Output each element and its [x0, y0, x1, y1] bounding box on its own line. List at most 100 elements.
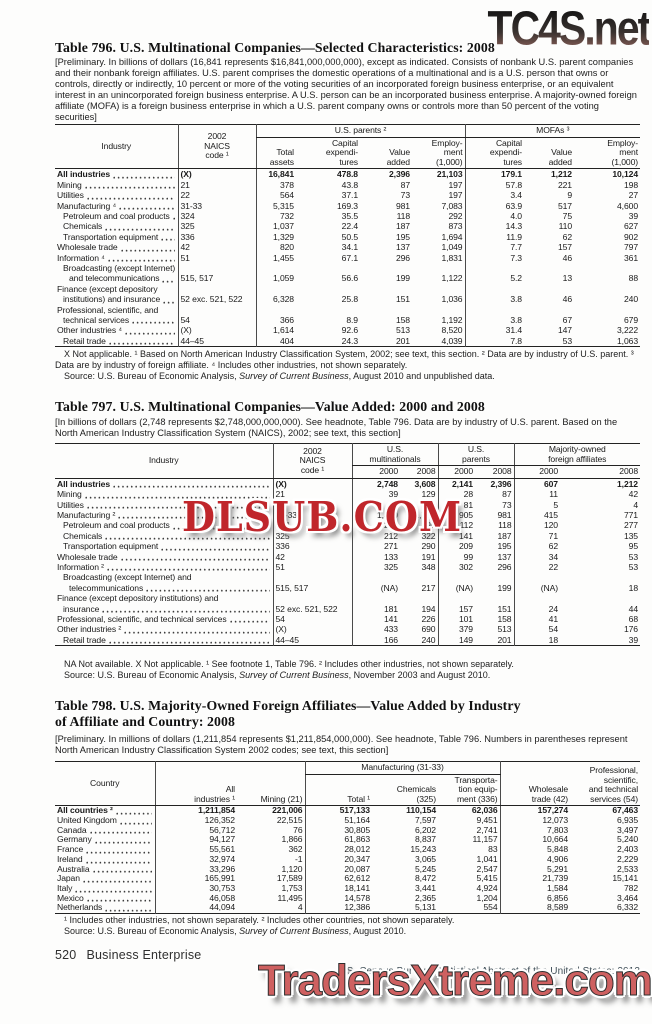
cell-value: 433: [351, 624, 400, 635]
cell-value: 149: [437, 634, 475, 646]
cell-value: 77: [426, 499, 436, 510]
table-row: Broadcasting (except Internet) and teleco…: [55, 572, 640, 594]
cell-value: 62,036: [471, 805, 498, 816]
naics-code: 21: [272, 489, 352, 500]
cell-value: 1,036: [441, 294, 463, 305]
cell-value: 22,515: [276, 815, 303, 826]
table-797-headnote: [In billions of dollars (2,748 represent…: [55, 417, 618, 438]
cell-value: 348: [421, 562, 436, 573]
cell-value: 905: [437, 510, 475, 521]
table-row: Manufacturing ⁴ 31-33 5,315 169.3 981 7,083 63…: [55, 200, 640, 211]
naics-code: (X): [272, 624, 352, 635]
col-header-professional-services: Professional, scientific, and technical …: [570, 761, 641, 807]
row-label: Retail trade: [55, 635, 273, 646]
naics-code: 54: [272, 614, 352, 625]
leader-dots: [105, 909, 152, 913]
cell-value: 3,222: [617, 325, 639, 336]
cell-value: 22.4: [341, 221, 358, 232]
cell-value: 517,133: [304, 805, 372, 817]
cell-value: 158: [395, 315, 410, 326]
col-header-capital-expenditures: Capital expendi- tures: [296, 137, 360, 170]
row-label: Other industries ⁴: [55, 325, 178, 335]
cell-value: 87: [502, 489, 512, 500]
naics-code: 54: [177, 304, 256, 326]
col-header-naics: 2002 NAICS code ¹: [177, 124, 256, 170]
cell-value: 51,164: [304, 815, 372, 826]
leader-dots: [113, 485, 270, 489]
cell-value: 217: [421, 582, 436, 593]
col-header-naics: 2002 NAICS code ¹: [272, 443, 352, 479]
cell-value: 1,120: [281, 863, 303, 874]
cell-value: 157: [557, 242, 572, 253]
cell-value: 1,192: [441, 315, 463, 326]
cell-value: 86: [351, 499, 400, 510]
row-label: United Kingdom: [55, 816, 155, 826]
cell-value: 732: [255, 211, 296, 222]
cell-value: 118: [498, 520, 512, 531]
cell-value: 8,837: [414, 834, 436, 845]
cell-value: 4,906: [499, 854, 571, 865]
cell-value: 209: [437, 541, 475, 552]
cell-value: 378: [255, 179, 296, 191]
row-label: Ireland: [55, 855, 155, 865]
col-header-year-2008: 2008: [400, 465, 438, 479]
cell-value: 302: [437, 562, 475, 573]
cell-value: 137: [395, 242, 410, 253]
cell-value: 120: [513, 520, 560, 531]
cell-value: 6,202: [414, 824, 436, 835]
cell-value: 39: [351, 489, 400, 500]
cell-value: 226: [421, 614, 436, 625]
table-row: Broadcasting (except Internet) and teleco…: [55, 263, 640, 284]
col-group-us-parents: U.S. parents ²: [255, 124, 465, 138]
census-credit-line: U.S. Census Bureau, Statistical Abstract…: [336, 966, 640, 977]
cell-value: 322: [421, 530, 436, 541]
table-row: Chemicals 325 212 322 141 187 71 135: [55, 530, 640, 542]
cell-value: 44,094: [154, 902, 237, 914]
row-label: Wholesale trade: [55, 552, 273, 562]
row-label: Information ⁴: [55, 253, 178, 263]
cell-value: 88: [628, 273, 639, 284]
cell-value: 6,935: [617, 815, 639, 826]
cell-value: 1,037: [255, 221, 296, 232]
cell-value: 10,664: [499, 835, 571, 846]
cell-value: 195: [395, 231, 410, 242]
naics-code: 31-33: [177, 200, 256, 211]
col-header-year-2000: 2000: [437, 465, 475, 479]
leader-dots: [119, 207, 175, 210]
cell-value: 1,694: [441, 231, 463, 242]
cell-value: -1: [295, 853, 303, 864]
row-label: Transportation equipment: [55, 541, 273, 551]
cell-value: 3,441: [414, 883, 436, 893]
cell-value: 63.9: [464, 200, 524, 211]
col-header-year-2008: 2008: [560, 465, 640, 479]
cell-value: 187: [395, 221, 410, 232]
cell-value: 54: [513, 624, 560, 635]
table-row: Italy 30,753 1,753 18,141 3,441 4,924 1,584 782: [55, 883, 640, 894]
cell-value: 18: [513, 634, 560, 646]
table-row: Petroleum and coal products 324 232 395 112 1…: [55, 520, 640, 531]
cell-value: 151: [497, 603, 512, 614]
table-796: Industry 2002 NAICS code ¹ U.S. parents …: [55, 124, 641, 348]
naics-code: 515, 517: [272, 572, 352, 594]
cell-value: 221,006: [272, 805, 303, 816]
section-name: Business Enterprise: [86, 948, 202, 962]
col-header-year-2000: 2000: [351, 465, 400, 479]
cell-value: 478.8: [336, 169, 358, 180]
row-label: Chemicals: [55, 221, 178, 231]
leader-dots: [108, 641, 270, 645]
row-label: Mining: [55, 180, 178, 190]
row-label: Mexico: [55, 894, 155, 904]
naics-code: 42: [272, 551, 352, 563]
cell-value: 56.6: [341, 273, 358, 284]
leader-dots: [92, 870, 152, 874]
cell-value: 4: [633, 499, 638, 510]
cell-value: 73: [400, 190, 410, 201]
table-row: All countries ² 1,211,854 221,006 517,133 11…: [55, 805, 640, 817]
table-798: Country All industries ¹ Mining (21) Man…: [55, 761, 641, 915]
cell-value: 2,229: [617, 853, 639, 864]
cell-value: 12,073: [499, 815, 571, 826]
cell-value: 18: [628, 582, 638, 593]
table-row: Mining 21 378 43.8 87 197 57.8 221 198: [55, 179, 640, 191]
cell-value: 195: [497, 541, 512, 552]
cell-value: 1,122: [441, 273, 463, 284]
